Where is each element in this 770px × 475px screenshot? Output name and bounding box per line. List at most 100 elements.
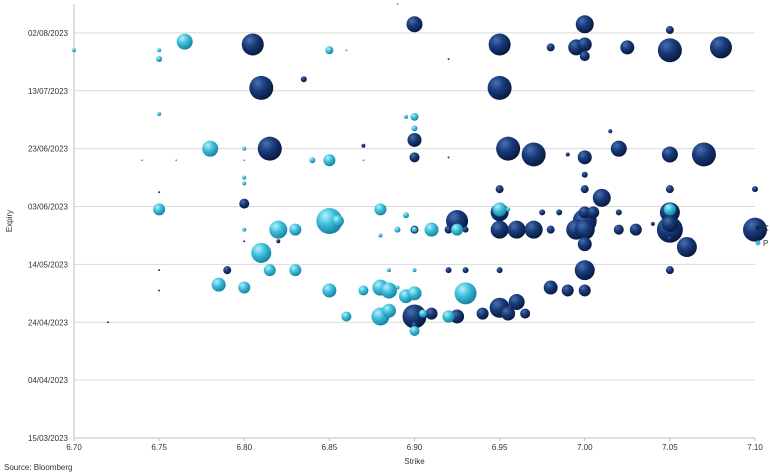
bubble-c bbox=[661, 146, 678, 163]
bubble-p bbox=[242, 146, 247, 151]
bubble-p bbox=[157, 111, 162, 116]
bubble-p bbox=[141, 159, 144, 162]
data-points bbox=[72, 3, 767, 336]
bubble-p bbox=[242, 175, 247, 180]
legend-label-p: P bbox=[763, 239, 768, 248]
bubble-p bbox=[156, 55, 163, 62]
bubble-p bbox=[251, 242, 272, 263]
bubble-p bbox=[403, 114, 408, 119]
bubble-p bbox=[411, 226, 418, 233]
bubble-c bbox=[661, 215, 678, 232]
bubble-p bbox=[322, 283, 337, 298]
bubble-c bbox=[446, 210, 469, 232]
bubble-p bbox=[289, 223, 302, 236]
bubble-c bbox=[488, 33, 511, 56]
bubble-c bbox=[495, 185, 504, 194]
bubble-c bbox=[657, 38, 682, 63]
bubble-c bbox=[574, 219, 595, 240]
x-tick-label: 6.75 bbox=[151, 443, 167, 452]
bubble-c bbox=[577, 150, 592, 165]
bubble-c bbox=[665, 266, 674, 275]
bubble-p bbox=[331, 215, 344, 227]
bubble-p bbox=[341, 311, 352, 322]
x-tick-label: 6.80 bbox=[236, 443, 252, 452]
bubble-p bbox=[424, 222, 439, 237]
bubble-c bbox=[577, 37, 592, 52]
bubble-p bbox=[394, 226, 401, 233]
bubble-c bbox=[158, 269, 161, 272]
bubble-p bbox=[157, 48, 162, 53]
bubble-c bbox=[580, 185, 589, 194]
bubble-p bbox=[316, 208, 343, 234]
bubble-c bbox=[462, 267, 469, 274]
x-tick-label: 6.70 bbox=[66, 443, 82, 452]
bubble-p bbox=[238, 281, 251, 294]
bubble-p bbox=[442, 310, 455, 323]
bubble-p bbox=[492, 202, 507, 217]
bubble-p bbox=[242, 181, 247, 186]
bubble-p bbox=[396, 3, 399, 5]
bubble-c bbox=[546, 43, 555, 52]
bubble-p bbox=[506, 207, 511, 212]
bubble-c bbox=[361, 143, 366, 148]
bubble-p bbox=[243, 159, 246, 162]
bubble-p bbox=[263, 264, 276, 277]
bubble-c bbox=[223, 266, 232, 275]
y-tick-label: 15/03/2023 bbox=[28, 434, 69, 443]
bubble-c bbox=[508, 294, 525, 311]
bubble-p bbox=[411, 125, 418, 132]
bubble-c bbox=[487, 75, 512, 100]
bubble-c bbox=[444, 225, 453, 234]
bubble-p bbox=[374, 203, 387, 216]
bubble-p bbox=[176, 33, 193, 50]
y-tick-label: 02/08/2023 bbox=[28, 29, 69, 38]
bubble-p bbox=[211, 277, 226, 292]
bubble-p bbox=[381, 303, 396, 318]
bubble-c bbox=[752, 186, 758, 193]
bubble-c bbox=[546, 225, 555, 234]
bubble-c bbox=[578, 284, 591, 297]
bubble-p bbox=[323, 154, 336, 167]
bubble-c bbox=[496, 267, 503, 274]
bubble-p bbox=[202, 140, 219, 157]
x-tick-label: 7.05 bbox=[662, 443, 678, 452]
bubble-c bbox=[445, 267, 452, 274]
bubble-p bbox=[362, 159, 365, 162]
legend: CP bbox=[755, 224, 769, 248]
bubble-c bbox=[608, 129, 613, 134]
bubble-c bbox=[107, 321, 110, 324]
bubble-c bbox=[300, 76, 307, 83]
bubble-c bbox=[556, 209, 563, 216]
bubble-c bbox=[629, 223, 642, 236]
bubble-c bbox=[158, 191, 161, 194]
tick-labels: 15/03/2023 04/04/2023 24/04/2023 14/05/2023… bbox=[28, 29, 763, 452]
bubble-c bbox=[501, 306, 516, 321]
x-tick-label: 6.85 bbox=[322, 443, 338, 452]
bubble-p bbox=[325, 46, 334, 55]
source-note: Source: Bloomberg bbox=[4, 463, 72, 472]
bubble-c bbox=[610, 140, 627, 157]
bubble-p bbox=[419, 309, 428, 318]
bubble-p bbox=[289, 264, 302, 277]
bubble-c bbox=[524, 220, 543, 239]
bubble-p bbox=[153, 203, 166, 216]
bubble-p bbox=[454, 282, 477, 305]
y-tick-label: 13/07/2023 bbox=[28, 87, 69, 96]
bubble-c bbox=[520, 308, 531, 319]
bubble-c bbox=[650, 221, 655, 226]
bubble-c bbox=[521, 142, 546, 167]
bubble-c bbox=[565, 152, 570, 157]
bubble-c bbox=[462, 226, 469, 233]
bubble-c bbox=[743, 217, 767, 242]
bubble-p bbox=[410, 112, 419, 121]
gridlines bbox=[74, 32, 755, 439]
bubble-c bbox=[592, 188, 611, 207]
x-axis-title: Strike bbox=[404, 457, 425, 466]
x-tick-label: 7.00 bbox=[577, 443, 593, 452]
bubble-c bbox=[709, 36, 732, 59]
bubble-c bbox=[579, 51, 590, 62]
bubble-c bbox=[667, 236, 672, 241]
bubble-c bbox=[406, 16, 423, 33]
y-tick-label: 24/04/2023 bbox=[28, 318, 69, 327]
